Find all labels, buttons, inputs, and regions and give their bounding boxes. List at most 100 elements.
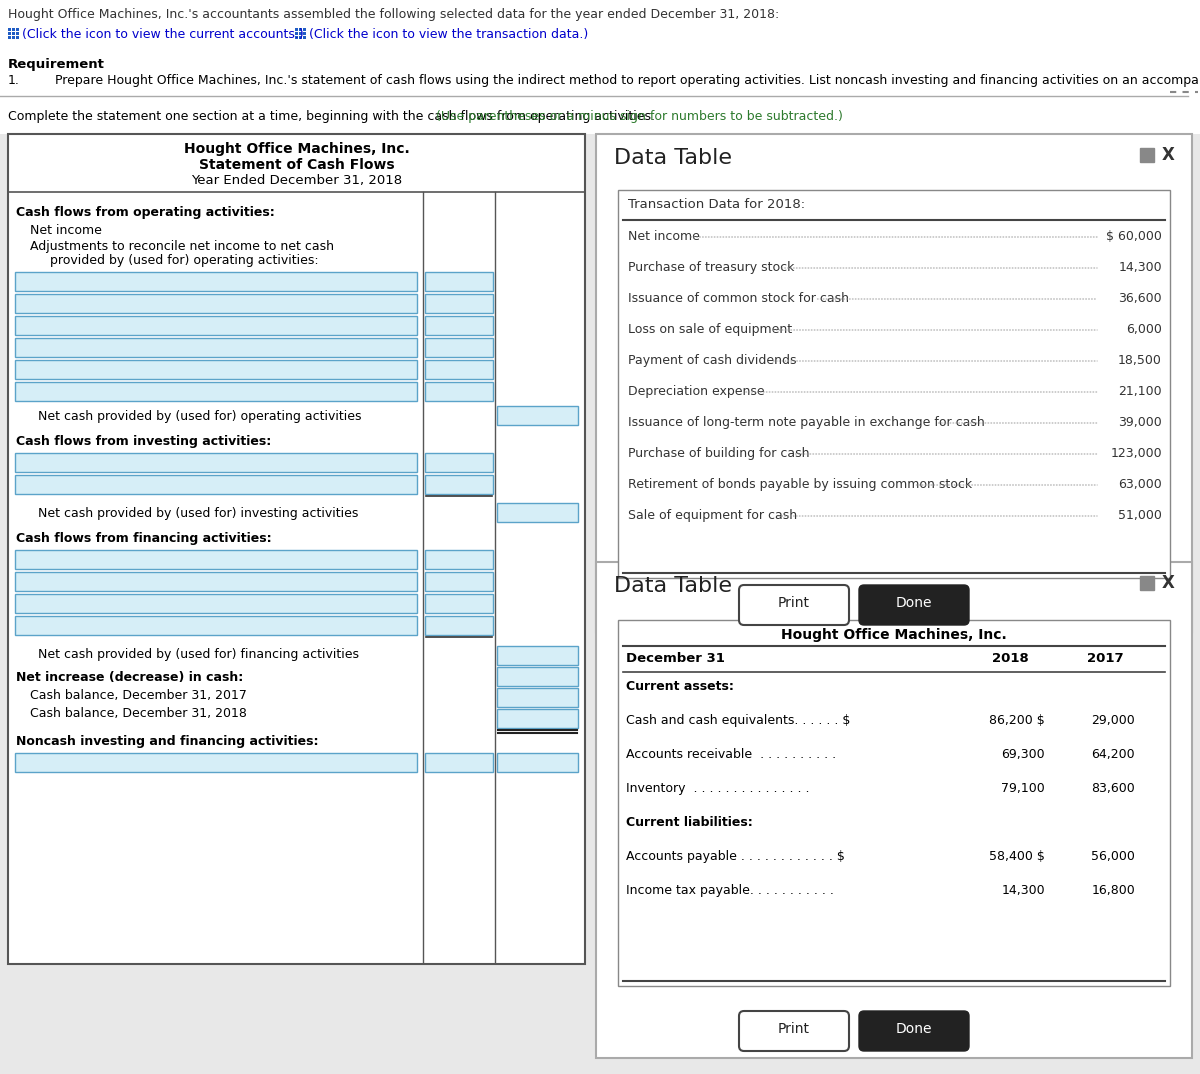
Bar xyxy=(299,37,302,39)
Bar xyxy=(8,32,11,35)
Bar xyxy=(16,37,19,39)
Text: 86,200 $: 86,200 $ xyxy=(989,714,1045,727)
Text: 21,100: 21,100 xyxy=(1118,384,1162,398)
Text: 2017: 2017 xyxy=(1087,652,1123,665)
Bar xyxy=(497,753,578,772)
Bar xyxy=(497,645,578,665)
Text: Requirement: Requirement xyxy=(8,58,104,71)
Bar xyxy=(14,453,418,471)
Bar xyxy=(425,453,493,471)
Bar xyxy=(497,503,578,522)
Text: Cash flows from financing activities:: Cash flows from financing activities: xyxy=(16,532,271,545)
Bar xyxy=(14,360,418,379)
FancyBboxPatch shape xyxy=(859,1011,970,1051)
Text: Current liabilities:: Current liabilities: xyxy=(626,816,752,829)
Text: 63,000: 63,000 xyxy=(1118,478,1162,491)
Text: Accounts receivable  . . . . . . . . . .: Accounts receivable . . . . . . . . . . xyxy=(626,748,836,761)
Bar xyxy=(12,28,14,31)
Bar xyxy=(8,28,11,31)
Text: (Click the icon to view the transaction data.): (Click the icon to view the transaction … xyxy=(310,28,588,41)
Text: Adjustments to reconcile net income to net cash: Adjustments to reconcile net income to n… xyxy=(30,240,334,253)
Text: Noncash investing and financing activities:: Noncash investing and financing activiti… xyxy=(16,735,318,748)
Bar xyxy=(425,753,493,772)
Text: Loss on sale of equipment: Loss on sale of equipment xyxy=(628,323,792,336)
Text: Cash flows from investing activities:: Cash flows from investing activities: xyxy=(16,435,271,448)
Bar xyxy=(14,616,418,635)
Text: 1.: 1. xyxy=(8,74,20,87)
Text: 58,400 $: 58,400 $ xyxy=(989,850,1045,863)
Text: Hought Office Machines, Inc.'s accountants assembled the following selected data: Hought Office Machines, Inc.'s accountan… xyxy=(8,8,779,21)
Text: Issuance of common stock for cash: Issuance of common stock for cash xyxy=(628,292,850,305)
Text: 14,300: 14,300 xyxy=(1001,884,1045,897)
Bar xyxy=(14,753,418,772)
Bar xyxy=(497,406,578,425)
Bar xyxy=(425,594,493,613)
Bar xyxy=(299,28,302,31)
Bar xyxy=(497,709,578,728)
Text: Income tax payable. . . . . . . . . . .: Income tax payable. . . . . . . . . . . xyxy=(626,884,834,897)
Text: 14,300: 14,300 xyxy=(1118,261,1162,274)
Text: Net income: Net income xyxy=(30,224,102,237)
Text: 16,800: 16,800 xyxy=(1091,884,1135,897)
Bar xyxy=(0,0,1200,110)
Text: Data Table: Data Table xyxy=(614,148,732,168)
Bar xyxy=(302,32,306,35)
Text: 6,000: 6,000 xyxy=(1126,323,1162,336)
Text: Sale of equipment for cash: Sale of equipment for cash xyxy=(628,509,797,522)
Text: Issuance of long-term note payable in exchange for cash: Issuance of long-term note payable in ex… xyxy=(628,416,985,429)
Bar xyxy=(425,360,493,379)
Text: Complete the statement one section at a time, beginning with the cash flows from: Complete the statement one section at a … xyxy=(8,110,659,124)
FancyBboxPatch shape xyxy=(859,585,970,625)
Bar xyxy=(425,316,493,335)
Bar xyxy=(295,37,298,39)
Bar xyxy=(14,294,418,313)
Text: X: X xyxy=(1162,574,1175,592)
Text: 2018: 2018 xyxy=(991,652,1028,665)
Text: 29,000: 29,000 xyxy=(1091,714,1135,727)
Bar xyxy=(14,272,418,291)
Text: Retirement of bonds payable by issuing common stock: Retirement of bonds payable by issuing c… xyxy=(628,478,972,491)
Text: Inventory  . . . . . . . . . . . . . . .: Inventory . . . . . . . . . . . . . . . xyxy=(626,782,810,795)
Text: Net cash provided by (used for) investing activities: Net cash provided by (used for) investin… xyxy=(38,507,359,520)
Text: 79,100: 79,100 xyxy=(1001,782,1045,795)
Text: Hought Office Machines, Inc.: Hought Office Machines, Inc. xyxy=(184,142,409,156)
Bar xyxy=(618,190,1170,578)
Bar xyxy=(0,96,1200,134)
Bar xyxy=(618,620,1170,986)
Bar xyxy=(12,37,14,39)
Text: (Click the icon to view the current accounts.): (Click the icon to view the current acco… xyxy=(22,28,304,41)
Text: Transaction Data for 2018:: Transaction Data for 2018: xyxy=(628,198,805,211)
Bar xyxy=(16,28,19,31)
Bar xyxy=(14,316,418,335)
Bar xyxy=(299,32,302,35)
Text: Purchase of treasury stock: Purchase of treasury stock xyxy=(628,261,794,274)
Text: Cash flows from operating activities:: Cash flows from operating activities: xyxy=(16,206,275,219)
Text: Payment of cash dividends: Payment of cash dividends xyxy=(628,354,797,367)
Text: Cash and cash equivalents. . . . . . $: Cash and cash equivalents. . . . . . $ xyxy=(626,714,851,727)
Bar xyxy=(295,28,298,31)
Bar xyxy=(14,475,418,494)
Text: Net cash provided by (used for) financing activities: Net cash provided by (used for) financin… xyxy=(38,648,359,661)
FancyBboxPatch shape xyxy=(739,1011,850,1051)
Bar xyxy=(425,572,493,591)
Bar xyxy=(8,37,11,39)
Text: $ 60,000: $ 60,000 xyxy=(1106,230,1162,243)
Text: Depreciation expense: Depreciation expense xyxy=(628,384,764,398)
Text: (Use parentheses or a minus sign for numbers to be subtracted.): (Use parentheses or a minus sign for num… xyxy=(436,110,842,124)
Bar xyxy=(425,475,493,494)
Text: Statement of Cash Flows: Statement of Cash Flows xyxy=(199,158,395,172)
Bar xyxy=(302,37,306,39)
Bar xyxy=(425,338,493,357)
Text: 56,000: 56,000 xyxy=(1091,850,1135,863)
Bar xyxy=(16,32,19,35)
Text: 51,000: 51,000 xyxy=(1118,509,1162,522)
Bar xyxy=(12,32,14,35)
Text: Purchase of building for cash: Purchase of building for cash xyxy=(628,447,810,460)
Bar xyxy=(302,28,306,31)
Text: Cash balance, December 31, 2018: Cash balance, December 31, 2018 xyxy=(30,707,247,720)
Bar xyxy=(497,688,578,707)
Text: Data Table: Data Table xyxy=(614,576,732,596)
FancyBboxPatch shape xyxy=(739,585,850,625)
Text: Net increase (decrease) in cash:: Net increase (decrease) in cash: xyxy=(16,671,244,684)
Bar xyxy=(14,550,418,569)
